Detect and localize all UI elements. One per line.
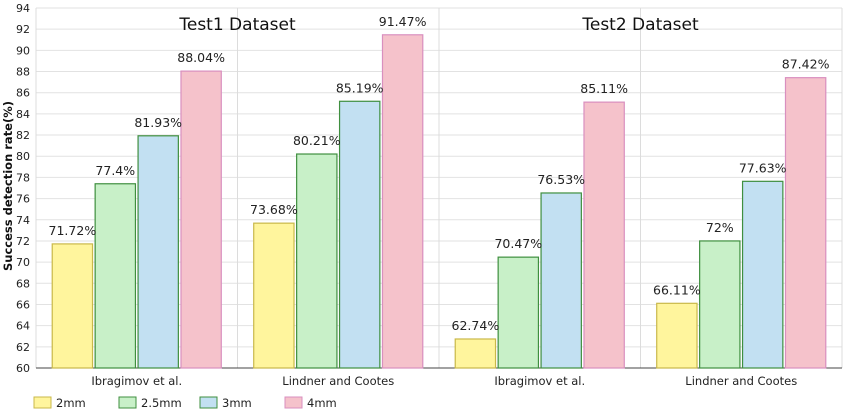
bar-3mm [338,100,381,369]
data-label: 72% [706,220,734,235]
x-category-label: Ibragimov et al. [91,374,182,388]
x-category-label: Ibragimov et al. [494,374,585,388]
legend-swatch [118,396,137,409]
y-tick-label: 84 [16,108,30,121]
bar-4mm [381,34,424,369]
bar-3mm [741,180,784,369]
data-labels: 71.72% 77.4% 81.93% 88.04% 73.68% 80.21% 85.19… [49,14,830,333]
bar-2mm [253,222,295,369]
y-tick-label: 62 [16,341,30,354]
group-title: Test2 Dataset [581,15,699,35]
data-label: 80.21% [293,133,341,148]
bar-3mm [137,135,179,369]
legend-label: 2mm [56,396,86,410]
data-label: 81.93% [134,115,182,130]
group-title: Test1 Dataset [178,15,296,35]
data-label: 85.19% [336,80,384,95]
bar-4mm [180,70,222,369]
x-category-label: Lindner and Cootes [282,374,394,388]
legend-label: 4mm [307,396,337,410]
bar-2mm [656,302,698,369]
y-tick-label: 86 [16,87,30,100]
group-titles: Test1 Dataset Test2 Dataset [178,15,699,35]
y-tick-label: 70 [16,256,30,269]
bar-2.5mm [497,256,540,369]
x-category-label: Lindner and Cootes [685,374,797,388]
y-tick-label: 68 [16,277,30,290]
bar-4mm [583,101,625,369]
bar-3mm [540,192,582,369]
data-label: 70.47% [494,236,542,251]
data-label: 71.72% [49,223,97,238]
y-tick-label: 64 [16,320,30,333]
legend: 2mm 2.5mm 3mm 4mm [33,396,337,410]
data-label: 87.42% [782,57,830,72]
bar-2.5mm [94,183,137,369]
bar-2.5mm [699,240,741,369]
y-axis-ticks: 60 62 64 66 68 70 72 74 76 78 80 82 84 86 88 90 92 94 [16,2,30,375]
y-tick-label: 66 [16,298,30,311]
y-tick-label: 60 [16,362,30,375]
data-label: 77.63% [739,160,787,175]
data-label: 85.11% [580,81,628,96]
data-label: 66.11% [653,282,701,297]
data-label: 91.47% [379,14,427,29]
y-tick-label: 76 [16,193,30,206]
legend-swatch [284,396,303,409]
y-tick-label: 88 [16,66,30,79]
y-tick-label: 78 [16,171,30,184]
bar-2mm [51,243,94,369]
bars [51,34,827,369]
y-tick-label: 72 [16,235,30,248]
legend-label: 2.5mm [141,396,182,410]
data-label: 76.53% [537,172,585,187]
legend-swatch [33,396,52,409]
legend-label: 3mm [222,396,252,410]
data-label: 62.74% [452,318,500,333]
data-label: 77.4% [95,163,135,178]
y-tick-label: 74 [16,214,30,227]
category-labels: Ibragimov et al. Lindner and Cootes Ibragi… [91,374,797,388]
y-tick-label: 80 [16,150,30,163]
y-tick-label: 92 [16,23,30,36]
y-axis-label: Success detection rate(%) [1,101,15,271]
bar-2mm [454,338,497,369]
data-label: 88.04% [177,50,225,65]
bar-2.5mm [296,153,338,369]
y-tick-label: 90 [16,44,30,57]
y-tick-label: 94 [16,2,30,15]
data-label: 73.68% [250,202,298,217]
legend-swatch [199,396,218,409]
y-tick-label: 82 [16,129,30,142]
bar-4mm [784,77,827,369]
